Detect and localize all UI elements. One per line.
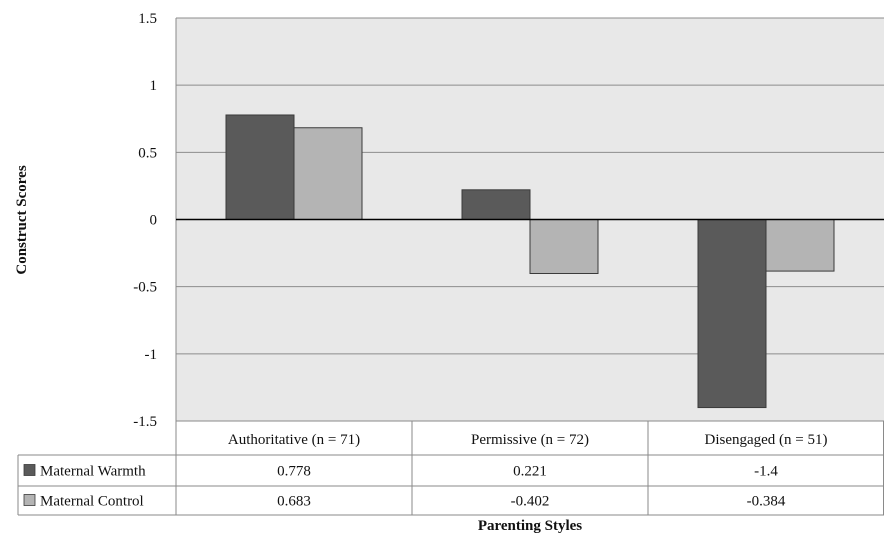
data-label: 0.683 [277, 494, 311, 510]
legend-swatch [23, 494, 36, 506]
legend-swatch [23, 464, 36, 476]
y-axis-ticks: 1.5 1 0.5 0 -0.5 -1 -1.5 [133, 11, 157, 430]
y-tick-label: -1.5 [133, 414, 157, 430]
y-tick-label: -0.5 [133, 280, 157, 296]
data-label: 0.778 [277, 464, 311, 480]
data-label: 0.221 [513, 464, 547, 480]
y-tick-label: 0.5 [138, 145, 157, 161]
y-tick-label: 1 [150, 78, 158, 94]
bar-maternal-warmth [225, 114, 295, 220]
y-tick-label: -1 [145, 347, 158, 363]
bar-maternal-warmth [697, 219, 767, 409]
category-label: Permissive (n = 72) [471, 432, 589, 448]
data-label: -0.402 [511, 494, 550, 510]
category-label: Authoritative (n = 71) [228, 432, 360, 448]
legend-series-name: Maternal Control [40, 494, 144, 510]
y-axis-title: Construct Scores [14, 165, 30, 274]
data-label: -0.384 [747, 494, 786, 510]
data-table: Authoritative (n = 71) Permissive (n = 72… [17, 420, 884, 516]
category-label: Disengaged (n = 51) [704, 432, 827, 448]
bar-maternal-control [765, 219, 835, 272]
x-axis-title: Parenting Styles [478, 518, 582, 534]
legend-series-name: Maternal Warmth [40, 464, 146, 480]
y-tick-label: 0 [150, 213, 158, 229]
bar-maternal-control [529, 219, 599, 275]
y-tick-label: 1.5 [138, 11, 157, 27]
bar-maternal-control [293, 127, 363, 220]
bar-maternal-warmth [461, 189, 531, 220]
data-label: -1.4 [754, 464, 778, 480]
